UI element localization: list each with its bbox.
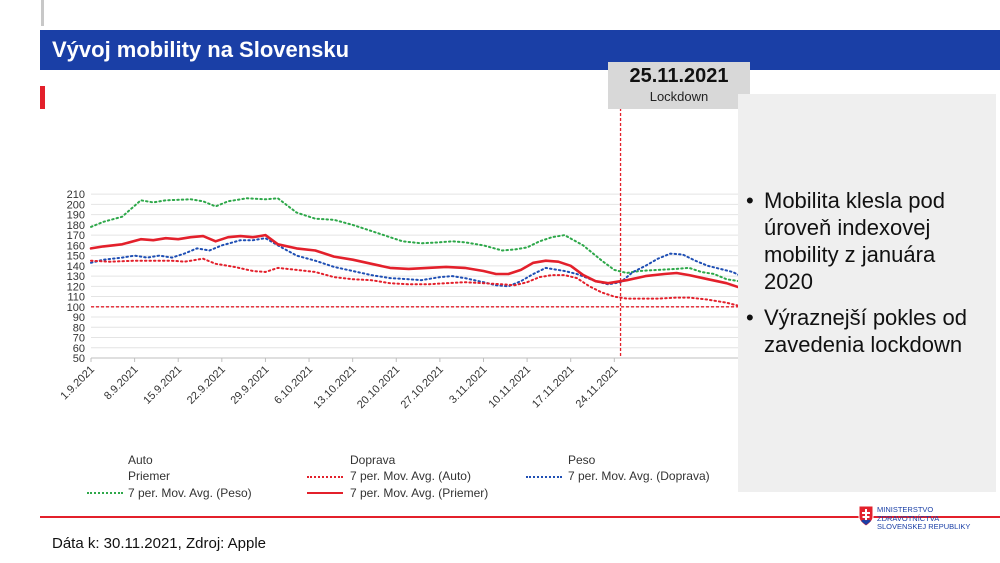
- y-tick-label: 150: [67, 251, 85, 263]
- legend-item-auto: Auto: [128, 453, 153, 467]
- x-tick-label: 20.10.2021: [355, 364, 402, 411]
- page-title: Vývoj mobility na Slovensku: [52, 37, 350, 62]
- x-tick-label: 17.11.2021: [530, 364, 577, 411]
- y-tick-label: 50: [73, 353, 85, 365]
- series-line-7-per-mov-avg-peso: [90, 197, 740, 283]
- legend-item-priemer-avg: 7 per. Mov. Avg. (Priemer): [350, 486, 489, 500]
- y-tick-label: 190: [67, 210, 85, 222]
- mobility-chart: 5060708090100110120130140150160170180190…: [58, 108, 740, 411]
- y-tick-label: 110: [67, 292, 85, 304]
- data-source-note: Dáta k: 30.11.2021, Zdroj: Apple: [52, 535, 267, 552]
- series-line-7-per-mov-avg-auto: [90, 257, 740, 308]
- lockdown-label: Lockdown: [649, 89, 709, 104]
- legend-item-doprava: Doprava: [350, 453, 396, 467]
- x-tick-label: 22.9.2021: [185, 364, 228, 407]
- series-line-7-per-mov-avg-doprava: [90, 237, 740, 288]
- y-tick-label: 120: [67, 281, 85, 293]
- series-line-7-per-mov-avg-priemer: [89, 233, 740, 289]
- y-tick-label: 70: [73, 333, 85, 345]
- ministry-logo-text: MINISTERSTVO ZDRAVOTNÍCTVA SLOVENSKEJ RE…: [877, 505, 971, 532]
- bottom-rule: [40, 516, 1000, 518]
- bullet-list: Mobilita klesla pod úroveň indexovej mob…: [746, 187, 990, 367]
- y-axis: 5060708090100110120130140150160170180190…: [67, 189, 85, 365]
- top-left-rule: [41, 0, 44, 26]
- legend-swatch-auto-avg: [307, 476, 343, 478]
- x-tick-label: 1.9.2021: [58, 364, 97, 403]
- x-tick-label: 6.10.2021: [272, 364, 315, 407]
- y-tick-label: 170: [67, 230, 85, 242]
- legend-item-doprava-avg: 7 per. Mov. Avg. (Doprava): [568, 469, 710, 483]
- y-tick-label: 90: [73, 312, 85, 324]
- x-tick-label: 8.9.2021: [102, 364, 141, 403]
- logo-line: ZDRAVOTNÍCTVA: [877, 513, 940, 523]
- y-tick-label: 80: [73, 322, 85, 334]
- y-tick-label: 130: [67, 271, 85, 283]
- slovak-coat-of-arms-icon: [858, 505, 874, 527]
- x-tick-label: 27.10.2021: [399, 364, 446, 411]
- x-tick-label: 10.11.2021: [486, 364, 533, 411]
- x-tick-label: 15.9.2021: [141, 364, 184, 407]
- legend-item-auto-avg: 7 per. Mov. Avg. (Auto): [350, 469, 471, 483]
- x-tick-label: 24.11.2021: [574, 364, 621, 411]
- x-tick-label: 13.10.2021: [311, 364, 358, 411]
- lockdown-date: 25.11.2021: [629, 65, 729, 87]
- bullet-item: Mobilita klesla pod úroveň indexovej mob…: [746, 187, 990, 295]
- legend-swatch-peso-avg: [87, 492, 123, 494]
- logo-line: MINISTERSTVO: [877, 505, 934, 514]
- y-tick-label: 140: [67, 261, 85, 273]
- legend-swatch-doprava-avg: [526, 476, 562, 478]
- y-tick-label: 200: [67, 199, 85, 211]
- legend-item-peso: Peso: [568, 453, 596, 467]
- logo-line: SLOVENSKEJ REPUBLIKY: [877, 522, 971, 531]
- y-tick-label: 180: [67, 220, 85, 232]
- title-bar: Vývoj mobility na Slovensku: [40, 30, 1000, 70]
- bullet-item: Výraznejší pokles od zavedenia lockdown: [746, 304, 990, 358]
- y-tick-label: 210: [67, 189, 85, 201]
- x-tick-label: 29.9.2021: [228, 364, 271, 407]
- legend-item-priemer: Priemer: [128, 469, 171, 483]
- red-accent-mark: [40, 86, 45, 109]
- chart-series: [89, 197, 740, 308]
- y-tick-label: 100: [67, 302, 85, 314]
- legend-item-peso-avg: 7 per. Mov. Avg. (Peso): [128, 486, 252, 500]
- y-tick-label: 160: [67, 240, 85, 252]
- legend-swatch-priemer-avg: [307, 492, 343, 494]
- x-axis: 1.9.2021 8.9.2021 15.9.2021 22.9.2021 29.9.2…: [58, 357, 740, 411]
- bullet-panel: Mobilita klesla pod úroveň indexovej mob…: [738, 94, 996, 492]
- lockdown-annotation: 25.11.2021 Lockdown: [608, 62, 750, 109]
- x-tick-label: 3.11.2021: [447, 364, 490, 407]
- y-tick-label: 60: [73, 343, 85, 355]
